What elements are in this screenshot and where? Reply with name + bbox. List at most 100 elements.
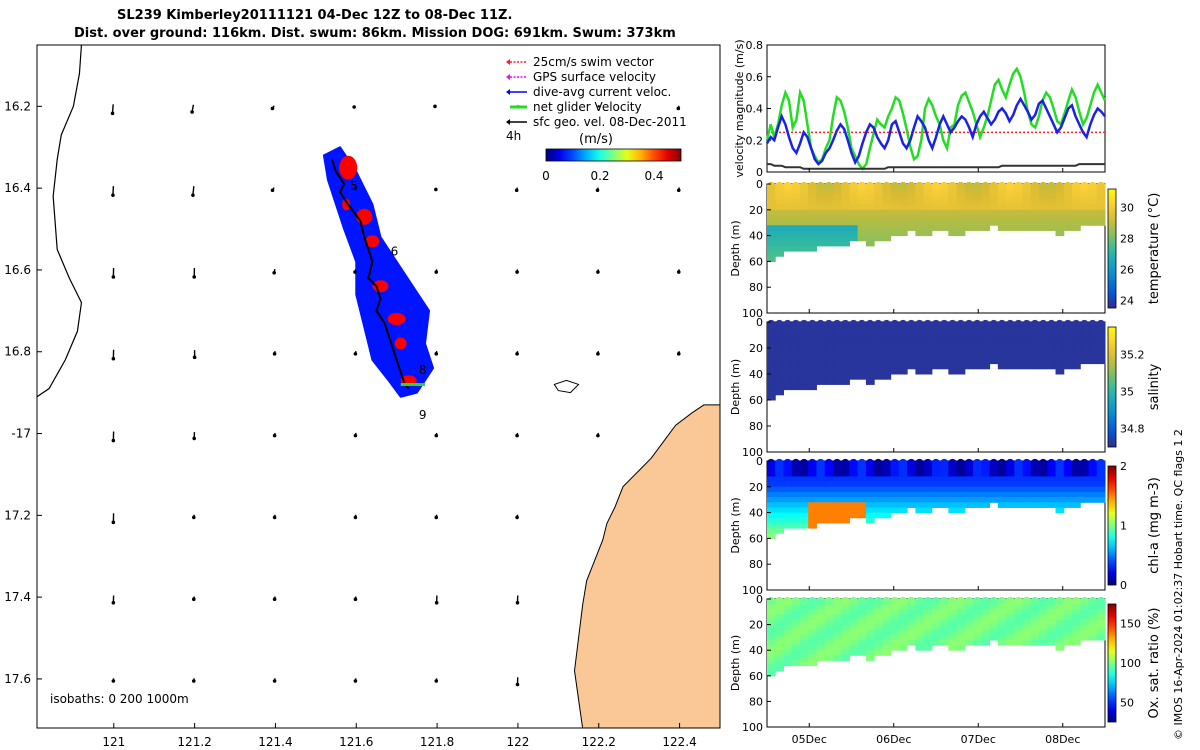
section-cell xyxy=(1047,481,1057,488)
section-cell xyxy=(783,327,793,333)
section-cell xyxy=(964,358,974,365)
section-cell xyxy=(783,609,793,615)
section-surface-dot xyxy=(857,596,866,606)
section-cell xyxy=(832,481,842,488)
section-cell xyxy=(1072,481,1081,488)
section-cell xyxy=(940,486,949,493)
section-cell xyxy=(808,634,817,641)
section-cell xyxy=(1063,353,1073,359)
section-cell xyxy=(767,353,776,359)
section-cell xyxy=(964,629,974,636)
section-cell xyxy=(808,235,817,242)
section-cell xyxy=(940,624,949,631)
section-surface-dot xyxy=(1088,596,1097,606)
section-cell xyxy=(1022,604,1032,610)
section-cell xyxy=(816,204,826,211)
section-cell xyxy=(1080,609,1090,615)
section-cell xyxy=(775,507,784,514)
section-cell xyxy=(882,332,892,339)
section-surface-dot xyxy=(865,458,875,468)
section-cell xyxy=(1014,481,1024,488)
section-cell xyxy=(931,634,941,641)
section-surface-dot xyxy=(931,319,941,329)
section-cell xyxy=(915,502,925,508)
section-surface-dot xyxy=(1006,181,1015,191)
section-cell xyxy=(907,194,916,200)
section-cell xyxy=(923,471,933,477)
section-cell xyxy=(1096,209,1106,216)
section-cell xyxy=(890,614,900,620)
section-cell xyxy=(956,497,966,503)
section-surface-dot xyxy=(832,181,842,191)
section-cell xyxy=(799,332,809,339)
section-cell xyxy=(1047,491,1057,498)
section-surface-dot xyxy=(898,181,908,191)
section-cell xyxy=(791,512,801,519)
section-cell xyxy=(783,639,793,646)
section-cell xyxy=(940,471,949,477)
section-cell xyxy=(898,639,908,646)
section-cell xyxy=(931,327,941,333)
section-cell xyxy=(989,214,999,221)
sfc-velocity-arrowhead xyxy=(192,436,196,441)
section-cell xyxy=(923,353,933,359)
section-cell xyxy=(783,660,793,667)
section-cell xyxy=(948,189,958,195)
section-cell xyxy=(767,665,776,672)
section-cell xyxy=(981,337,991,344)
section-cell xyxy=(1088,189,1098,195)
section-surface-dot xyxy=(1096,596,1105,606)
section-cell xyxy=(808,486,817,493)
section-cell xyxy=(1055,619,1065,626)
section-cell xyxy=(1014,629,1024,636)
section-cell xyxy=(783,194,793,200)
section-cell xyxy=(898,337,908,344)
section-cell xyxy=(1072,348,1081,354)
section-cell xyxy=(841,497,850,503)
section-cell xyxy=(849,214,859,221)
section-cell xyxy=(1022,220,1032,226)
section-cell xyxy=(973,491,982,498)
section-cell xyxy=(775,342,784,349)
section-cell xyxy=(964,342,974,349)
section-cell xyxy=(890,348,900,354)
section-cell xyxy=(898,481,908,488)
section-cell xyxy=(1030,327,1040,333)
section-cell xyxy=(931,220,941,226)
section-surface-dot xyxy=(775,319,784,329)
section-cell xyxy=(849,645,859,651)
section-cell xyxy=(1039,204,1048,211)
section-cell xyxy=(1072,486,1081,493)
section-cell xyxy=(832,230,842,237)
section-cell xyxy=(973,486,982,493)
section-cell xyxy=(923,481,933,488)
section-cell xyxy=(874,619,883,626)
section-cell xyxy=(783,502,793,508)
section-cell xyxy=(767,476,776,483)
section-cell xyxy=(1022,639,1032,646)
section-cell xyxy=(915,624,925,631)
section-cell xyxy=(816,491,826,498)
y-tick-label: 0.2 xyxy=(746,134,764,147)
section-cell xyxy=(907,225,916,231)
section-cell xyxy=(890,342,900,349)
section-surface-dot xyxy=(1022,319,1031,329)
section-cell xyxy=(824,327,834,333)
section-cell xyxy=(816,342,826,349)
section-cell xyxy=(931,624,941,631)
section-cell xyxy=(1096,327,1106,333)
sfc-velocity-arrowhead xyxy=(596,270,600,274)
section-cell xyxy=(1006,194,1015,200)
section-surface-dot xyxy=(1055,181,1064,191)
section-cell xyxy=(1006,220,1015,226)
section-surface-dot xyxy=(1030,596,1040,606)
section-cell xyxy=(948,624,958,631)
section-cell xyxy=(791,624,801,631)
section-cell xyxy=(1047,624,1057,631)
section-cell xyxy=(808,374,817,380)
section-cell xyxy=(989,471,999,477)
y-tick-label: 40 xyxy=(749,230,763,243)
section-cell xyxy=(890,471,900,477)
